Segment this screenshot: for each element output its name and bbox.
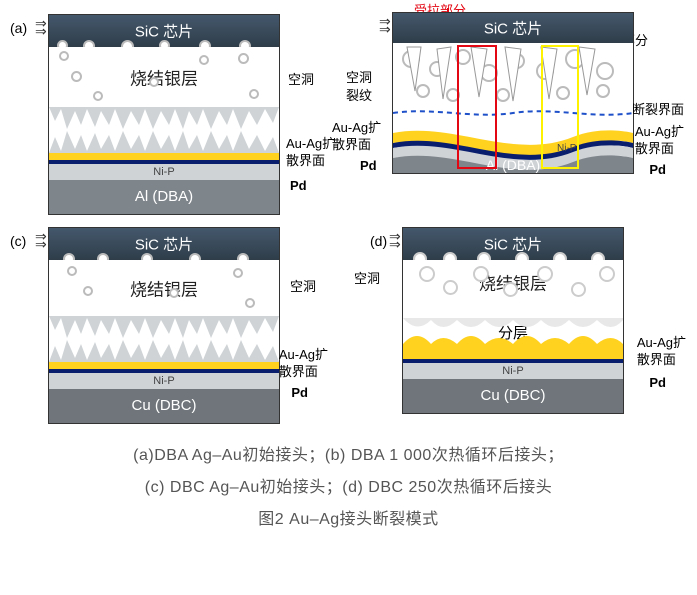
- sic-label: SiC 芯片: [484, 18, 542, 39]
- cu-substrate: Cu (DBC): [403, 379, 623, 413]
- auag-label-left: Au-Ag扩 散界面: [332, 120, 381, 154]
- strain-arrows-icon: ⇒⇒: [389, 232, 401, 248]
- caption-line-3: 图2 Au–Ag接头断裂模式: [10, 504, 687, 536]
- sic-chip: SiC 芯片: [49, 228, 279, 260]
- crack-label: 裂纹: [346, 88, 372, 105]
- au-layer: [403, 352, 623, 359]
- void-label: 空洞: [290, 279, 316, 296]
- fracture-label: 断裂界面: [632, 102, 684, 119]
- void-label: 空洞: [346, 70, 372, 87]
- pd-label: Pd: [649, 375, 666, 392]
- caption-line-2: (c) DBC Ag–Au初始接头；(d) DBC 250次热循环后接头: [10, 472, 687, 504]
- panel-a-letter: (a): [10, 20, 27, 36]
- panel-d: (d) ⇒⇒ SiC 芯片 烧结银层: [340, 227, 680, 424]
- panel-b: 受拉部分 受压部分 (b) ⇒⇒ SiC 芯片: [340, 12, 680, 215]
- pd-label-right: Pd: [649, 162, 666, 179]
- silver-layer: 烧结银层: [49, 47, 279, 107]
- auag-label-right: Au-Ag扩 散界面: [635, 124, 684, 158]
- tension-region-box: [457, 45, 497, 169]
- sic-chip: SiC 芯片: [403, 228, 623, 260]
- panel-c-letter: (c): [10, 233, 26, 249]
- auag-label: Au-Ag扩 散界面: [637, 335, 686, 369]
- pd-label-a: Pd: [290, 178, 307, 195]
- panel-a: (a) ⇒⇒ SiC 芯片 烧结银层: [10, 14, 310, 215]
- auag-label: Au-Ag扩 散界面: [279, 347, 328, 381]
- sic-chip: SiC 芯片: [393, 13, 633, 43]
- strain-arrows-icon: ⇒⇒: [379, 17, 391, 33]
- auag-label-a: Au-Ag扩 散界面: [286, 136, 335, 170]
- void-label-a: 空洞: [288, 72, 314, 89]
- silver-layer: 烧结银层: [403, 260, 623, 318]
- strain-arrows-icon: ⇒⇒: [35, 19, 47, 35]
- silver-label: 烧结银层: [479, 270, 547, 295]
- caption-line-1: (a)DBA Ag–Au初始接头；(b) DBA 1 000次热循环后接头；: [10, 440, 687, 472]
- fracture-gap: [49, 107, 279, 153]
- figure-grid: (a) ⇒⇒ SiC 芯片 烧结银层: [10, 14, 687, 424]
- silver-layer: 烧结银层: [49, 260, 279, 316]
- cu-substrate: Cu (DBC): [49, 389, 279, 423]
- delam-gap: 分层: [403, 318, 623, 352]
- silver-label: 烧结银层: [130, 276, 198, 301]
- strain-arrows-icon: ⇒⇒: [35, 232, 47, 248]
- sic-label: SiC 芯片: [484, 234, 542, 255]
- panel-c: (c) ⇒⇒ SiC 芯片 烧结银层: [10, 227, 310, 424]
- fracture-gap: [49, 316, 279, 362]
- au-layer: [49, 153, 279, 160]
- sic-label: SiC 芯片: [135, 234, 193, 255]
- nip-layer: Ni-P: [49, 164, 279, 180]
- au-layer: [49, 362, 279, 369]
- sic-label: SiC 芯片: [135, 21, 193, 42]
- nip-layer: Ni-P: [49, 373, 279, 389]
- nip-layer: Ni-P: [403, 363, 623, 379]
- figure-caption: (a)DBA Ag–Au初始接头；(b) DBA 1 000次热循环后接头； (…: [10, 440, 687, 536]
- pd-label: Pd: [291, 385, 308, 402]
- al-substrate: Al (DBA): [49, 180, 279, 214]
- void-label: 空洞: [354, 271, 380, 288]
- pd-label-left: Pd: [360, 158, 377, 175]
- panel-d-letter: (d): [370, 233, 387, 249]
- silver-label: 烧结银层: [130, 65, 198, 90]
- sic-chip: SiC 芯片: [49, 15, 279, 47]
- compress-region-box: [541, 45, 579, 169]
